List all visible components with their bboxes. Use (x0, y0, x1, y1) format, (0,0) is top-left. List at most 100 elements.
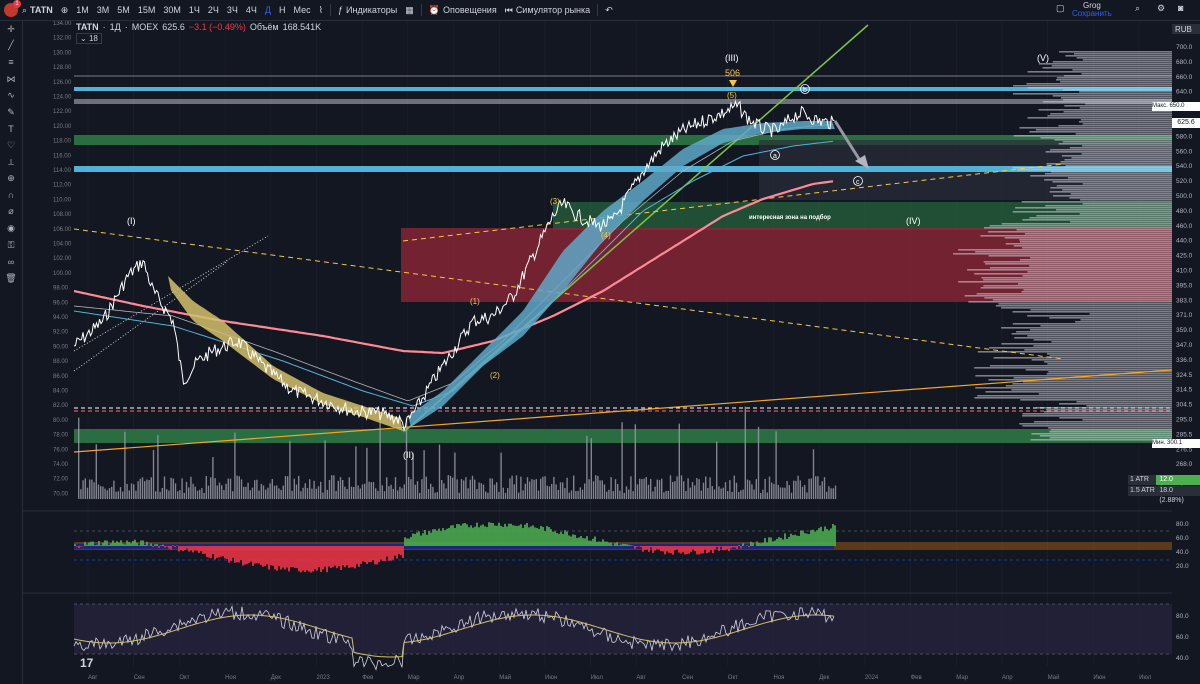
trend-line-icon[interactable]: ╱ (8, 40, 14, 51)
volume-profile-bar (1046, 353, 1172, 355)
timeframe-1[interactable]: 3M (96, 5, 110, 15)
chart-legend[interactable]: TATN · 1Д · MOEX 625.6 −3.1 (−0.49%) Объ… (76, 22, 321, 32)
indicator-collapse-button[interactable]: ⌄ 18 (76, 33, 102, 44)
price-chart[interactable]: (I) (II) (III) (IV) (V) (1) (2) (3) (4) … (23, 21, 1172, 684)
lock-icon[interactable]: ⚿ (7, 239, 15, 250)
pattern-icon[interactable]: ⋈ (6, 73, 16, 84)
camera-icon[interactable]: ◙ (1178, 3, 1184, 13)
compare-button[interactable]: ⊕ (57, 5, 73, 16)
timeframe-11[interactable]: Мес (293, 5, 311, 15)
osc1-bar (126, 540, 128, 546)
volume-profile-bar (1023, 289, 1172, 291)
undo-button[interactable]: ↶ (601, 5, 617, 16)
osc1-bar (588, 540, 590, 546)
timeframe-10[interactable]: Н (279, 5, 286, 15)
user-name: Grog (1082, 1, 1101, 10)
osc1-bar (438, 528, 440, 546)
osc1-bar (298, 546, 300, 572)
wave-label-2: (2) (490, 371, 500, 380)
osc1-bar (248, 546, 250, 563)
crosshair-icon[interactable]: ✛ (7, 23, 15, 34)
volume-bar (386, 477, 388, 499)
volume-profile-bar (1029, 217, 1172, 219)
volume-bar (229, 478, 232, 499)
volume-bar (410, 479, 412, 499)
timeframe-0[interactable]: 1M (76, 5, 89, 15)
fib-icon[interactable]: ≡ (8, 57, 14, 68)
osc1-bar (510, 523, 512, 546)
time-axis-tick: Июл (591, 675, 604, 681)
user-avatar[interactable]: 1 (4, 0, 21, 17)
osc1-bar (106, 540, 108, 546)
timeframe-4[interactable]: 30M (163, 5, 181, 15)
volume-bar (658, 480, 661, 499)
alerts-button[interactable]: ⏰ Оповещения (425, 5, 501, 16)
volume-profile-bar (1079, 91, 1172, 93)
volume-bar (797, 475, 799, 499)
legend-dot: · (124, 22, 128, 32)
volume-bar (533, 479, 535, 499)
chart-type-button[interactable]: ⌇ (315, 5, 327, 16)
osc1-bar (140, 540, 142, 546)
save-button[interactable]: Grog Сохранить (1072, 2, 1112, 18)
chevron-icon: ⌄ (80, 34, 87, 43)
osc1-bar (432, 529, 434, 546)
layout-square-icon[interactable]: ▢ (1056, 3, 1065, 13)
brush-icon[interactable]: ✎ (7, 106, 15, 117)
timeframe-8[interactable]: 4Ч (245, 5, 257, 15)
volume-bar (595, 475, 597, 499)
timeframe-5[interactable]: 1Ч (188, 5, 200, 15)
volume-bar (542, 476, 544, 499)
replay-button[interactable]: ⏮ Симулятор рынка (501, 5, 594, 16)
volume-bar (350, 486, 353, 499)
volume-bar (557, 489, 559, 499)
osc1-bar (400, 546, 402, 556)
timeframe-7[interactable]: 3Ч (226, 5, 238, 15)
timeframe-2[interactable]: 5M (117, 5, 130, 15)
heart-icon[interactable]: ♡ (6, 139, 16, 150)
trash-icon[interactable]: 🗑 (5, 272, 17, 283)
settings-icon[interactable]: ⚙ (1157, 3, 1166, 13)
osc1-bar (420, 535, 422, 546)
volume-bar (614, 479, 617, 499)
osc1-bar (670, 546, 672, 554)
osc1-bar (560, 531, 562, 546)
volume-bar (185, 481, 188, 499)
indicators-button[interactable]: ƒ Индикаторы (334, 5, 401, 15)
currency-badge[interactable] (1172, 24, 1200, 34)
volume-bar (348, 477, 350, 499)
replay-icon: ⏮ (504, 4, 513, 15)
price-axis[interactable]: 700.0680.0660.0640.0620.0600.0580.0560.0… (1172, 21, 1200, 684)
osc1-bar (644, 546, 646, 550)
magnet-icon[interactable]: ∩ (7, 190, 15, 201)
search-icon[interactable]: ⌕ (1135, 3, 1141, 13)
wave-label-V: (V) (1037, 53, 1049, 63)
lock-drawing-icon[interactable]: ⌀ (8, 206, 14, 217)
text-icon[interactable]: T (8, 123, 14, 134)
volume-profile-bar (1059, 417, 1172, 419)
volume-bar (740, 490, 742, 499)
osc1-bar (788, 536, 790, 546)
volume-bar (786, 480, 788, 499)
volume-profile-bar (1079, 213, 1172, 215)
ruler-icon[interactable]: ⟂ (7, 156, 14, 167)
timeframe-9[interactable]: Д (264, 5, 272, 15)
volume-bar (641, 479, 643, 499)
elliott-icon[interactable]: ∿ (7, 90, 15, 101)
eye-icon[interactable]: ◉ (7, 222, 15, 233)
symbol-search[interactable]: ⌕ TATN (18, 5, 57, 16)
osc1-bar (310, 546, 312, 573)
osc1-bar (734, 546, 736, 548)
osc1-bar (478, 527, 480, 546)
osc1-bar (750, 541, 752, 546)
zoom-icon[interactable]: ⊕ (7, 173, 15, 184)
tradingview-logo[interactable]: 17 (80, 656, 94, 670)
osc1-bar (252, 546, 254, 566)
osc1-bar (498, 522, 500, 546)
link-icon[interactable]: ∞ (7, 256, 15, 267)
layouts-button[interactable]: ▦ (401, 5, 418, 16)
alarm-icon: ⏰ (428, 4, 440, 15)
osc1-bar (636, 546, 638, 547)
timeframe-6[interactable]: 2Ч (207, 5, 219, 15)
timeframe-3[interactable]: 15M (137, 5, 156, 15)
